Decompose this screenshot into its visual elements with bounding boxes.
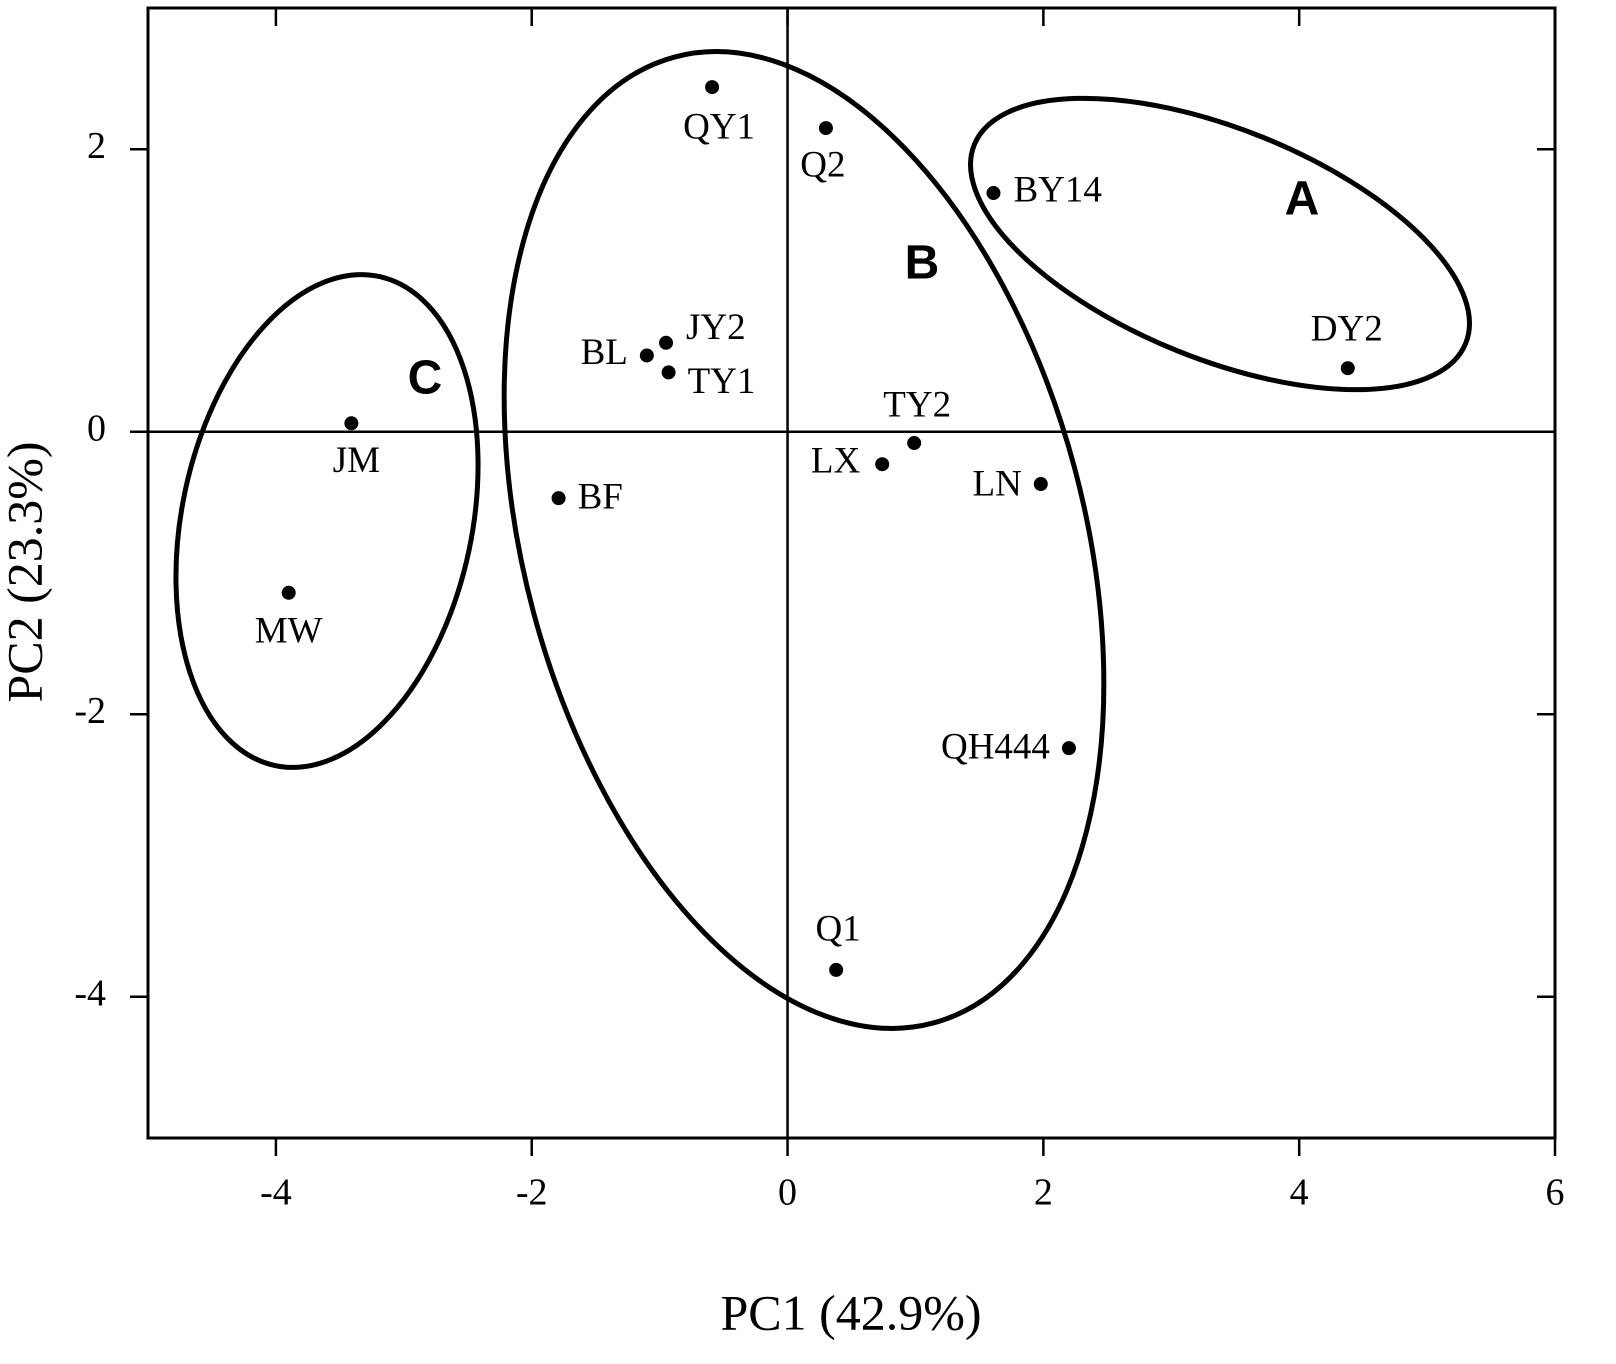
point-label: DY2 <box>1311 309 1383 350</box>
point <box>1033 477 1048 492</box>
point-label: BY14 <box>1013 170 1101 211</box>
point-label: JY2 <box>686 307 746 348</box>
point-label: LX <box>811 441 861 482</box>
point <box>281 585 296 600</box>
point <box>907 436 922 451</box>
point <box>875 457 890 472</box>
x-tick-label: 0 <box>778 1172 797 1214</box>
cluster-ellipse <box>501 49 1107 1031</box>
x-tick-label: 6 <box>1546 1172 1565 1214</box>
point <box>639 348 654 363</box>
point <box>551 491 566 506</box>
point-label: BF <box>578 477 623 518</box>
y-tick-label: -2 <box>74 690 106 732</box>
point-label: QY1 <box>683 107 755 148</box>
y-axis-label: PC2 (23.3%) <box>0 441 52 702</box>
plot-frame <box>146 6 1557 1140</box>
point <box>986 186 1001 201</box>
point <box>1061 741 1076 756</box>
x-tick-label: 4 <box>1290 1172 1309 1214</box>
x-tick-label: -2 <box>516 1172 548 1214</box>
point <box>829 962 844 977</box>
point-label: Q1 <box>816 908 861 949</box>
point-label: Q2 <box>800 145 845 186</box>
point-label: BL <box>581 332 628 373</box>
point-label: TY1 <box>688 361 756 402</box>
group-label: A <box>1285 173 1320 226</box>
group-label: B <box>905 237 940 290</box>
x-tick-label: -4 <box>260 1172 292 1214</box>
point <box>705 80 720 95</box>
point-label: QH444 <box>941 727 1050 768</box>
point <box>659 335 674 350</box>
cluster-ellipse <box>173 272 481 770</box>
y-tick-label: 2 <box>87 125 106 167</box>
group-label: C <box>408 352 443 405</box>
point-label: LN <box>972 463 1021 504</box>
point <box>344 416 359 431</box>
point-label: JM <box>333 440 380 481</box>
x-axis-label: PC1 (42.9%) <box>720 1284 981 1340</box>
point-label: MW <box>255 610 323 651</box>
point <box>818 121 833 136</box>
x-tick-label: 2 <box>1034 1172 1053 1214</box>
y-tick-label: -4 <box>74 972 106 1014</box>
point <box>1340 361 1355 376</box>
y-tick-label: 0 <box>87 407 106 449</box>
cluster-ellipse <box>968 95 1472 393</box>
point <box>661 365 676 380</box>
point-label: TY2 <box>883 385 951 426</box>
